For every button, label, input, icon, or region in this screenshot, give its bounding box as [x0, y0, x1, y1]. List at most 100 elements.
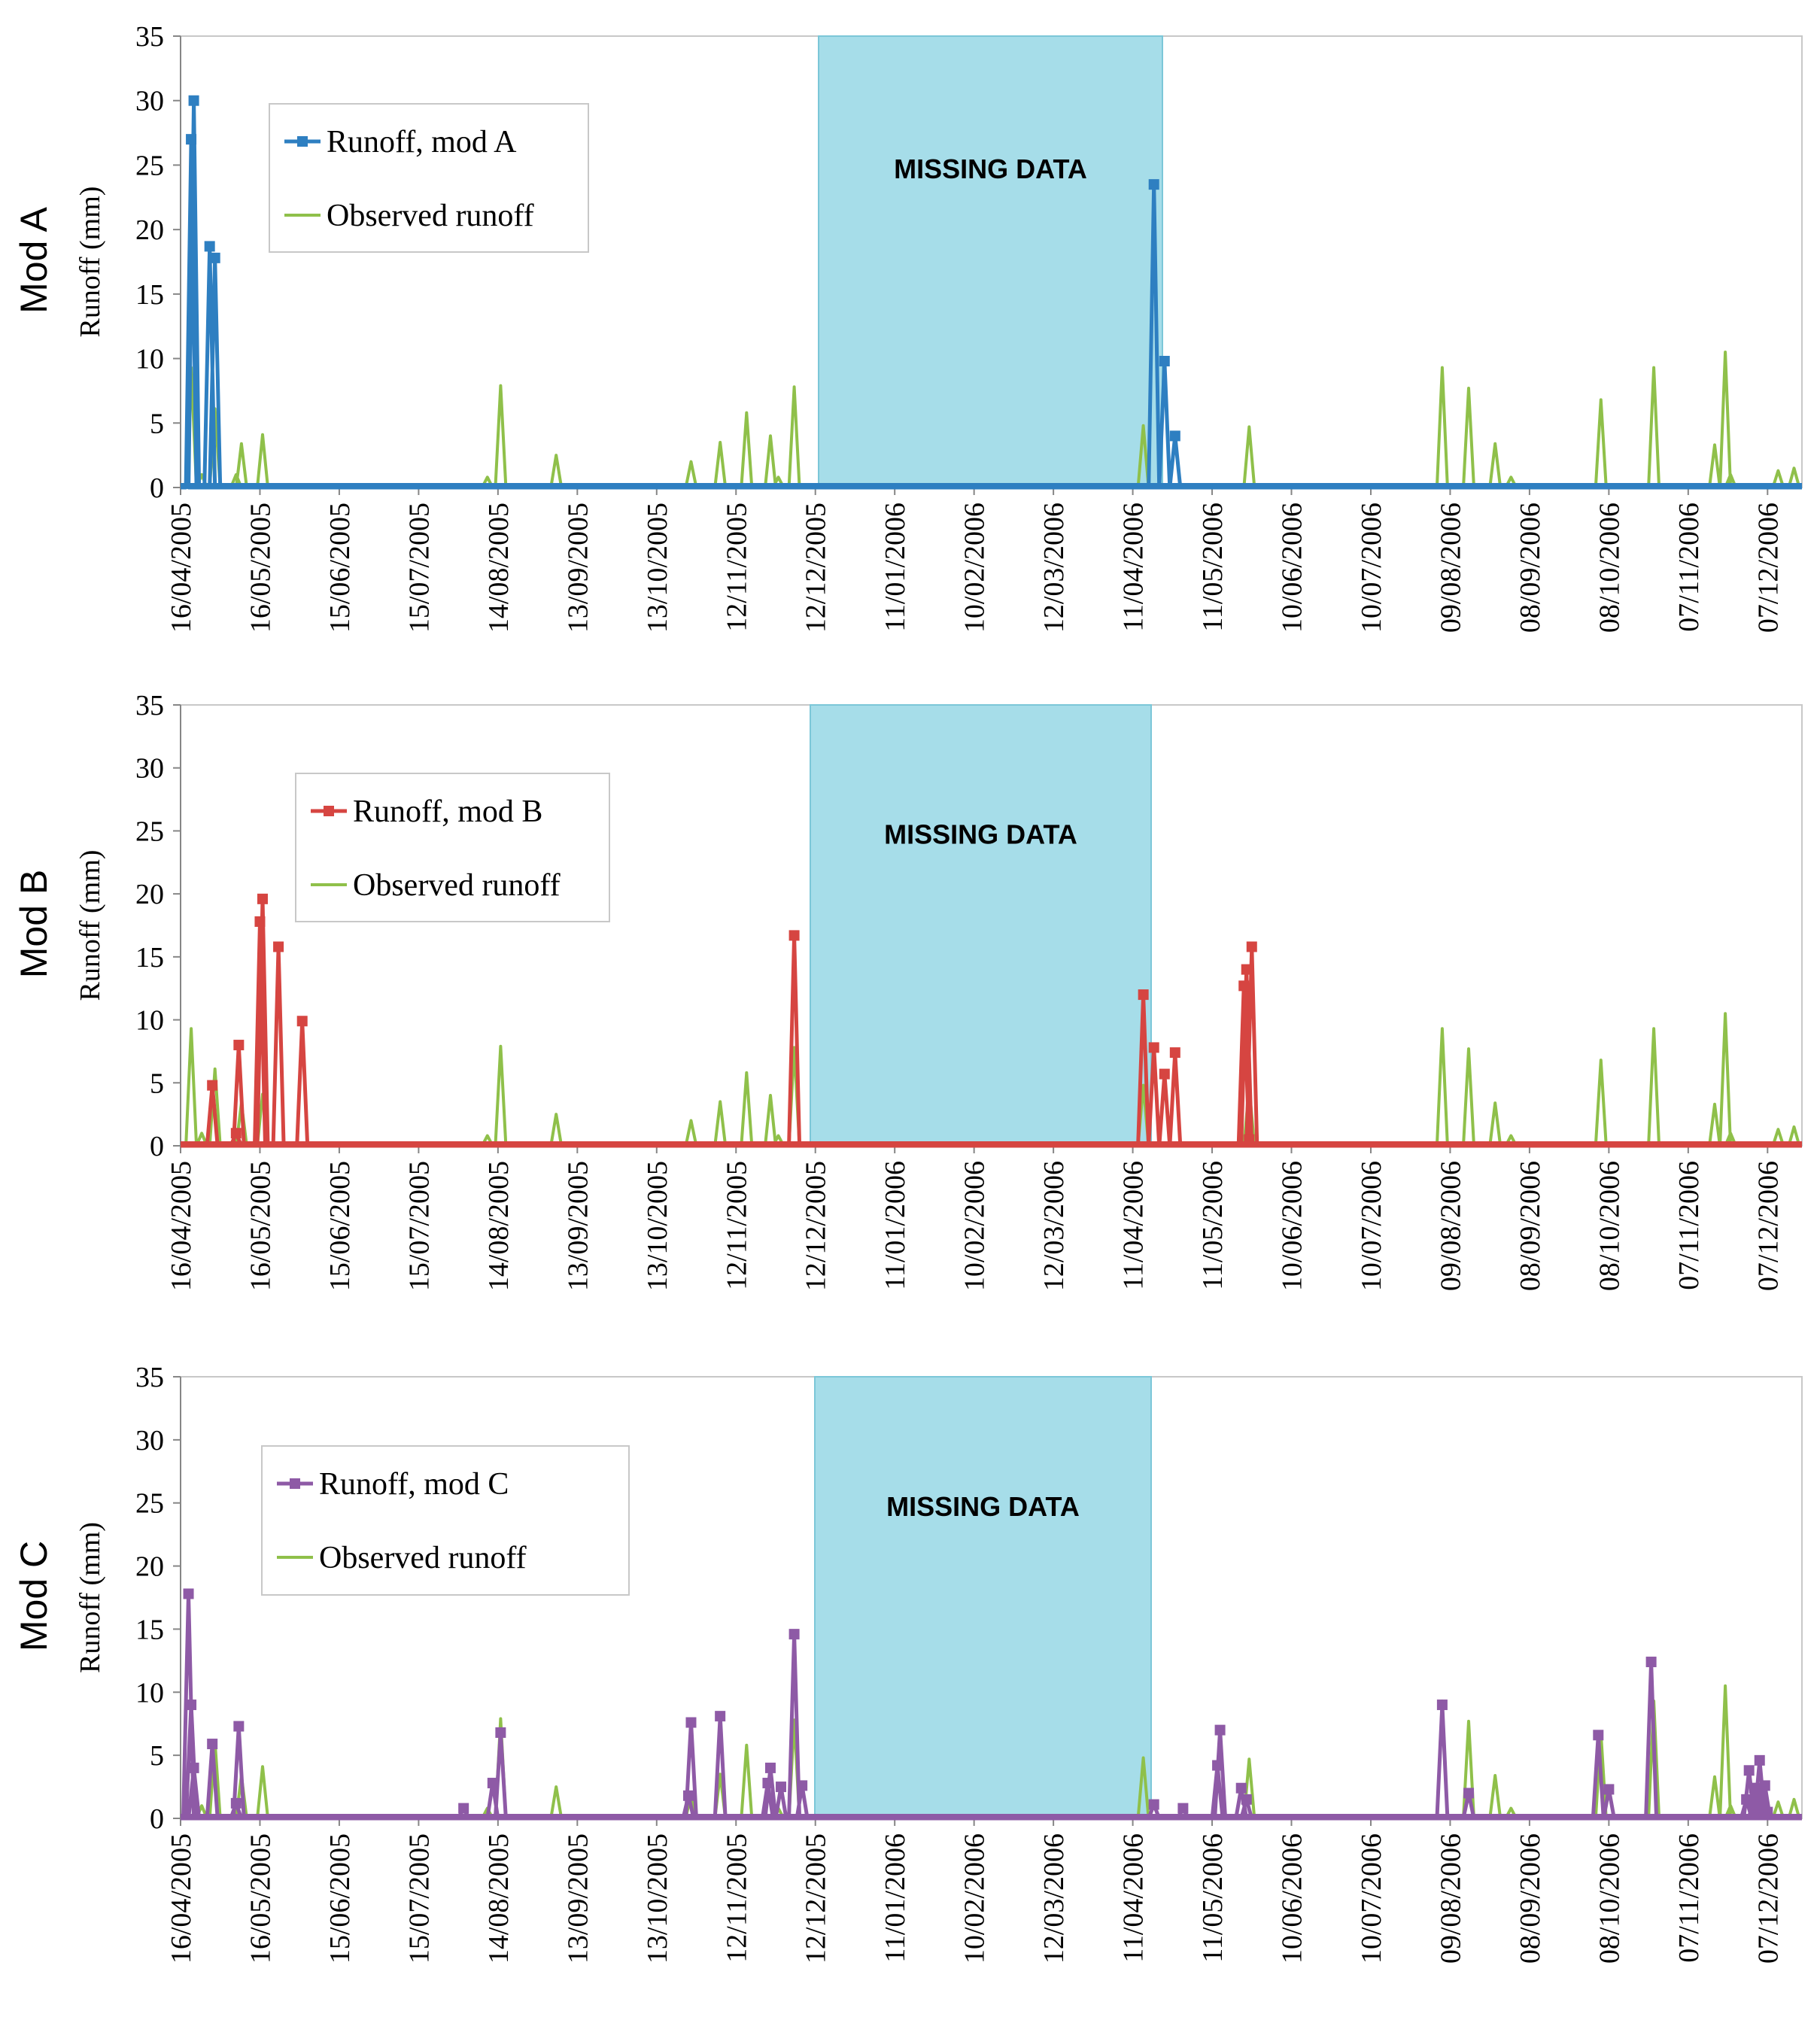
legend-label-model: Runoff, mod A: [327, 125, 517, 159]
data-point: [1212, 1760, 1223, 1771]
x-tick-label: 10/06/2006: [1277, 1833, 1308, 1964]
data-point: [204, 241, 215, 252]
x-tick-label: 10/02/2006: [959, 503, 991, 633]
x-tick-label: 16/04/2005: [166, 1161, 197, 1291]
x-tick-label: 14/08/2005: [483, 1161, 515, 1291]
y-tick-label: 0: [150, 1131, 164, 1162]
x-tick-label: 11/05/2006: [1197, 503, 1229, 632]
legend-marker-model: [290, 1478, 300, 1489]
data-point: [1214, 1724, 1226, 1736]
y-tick-label: 30: [135, 753, 164, 785]
data-point: [1169, 1047, 1180, 1059]
missing-data-label: MISSING DATA: [884, 819, 1077, 850]
legend-marker-model: [324, 806, 334, 816]
panel-label: Mod B: [13, 870, 55, 979]
data-point: [1148, 179, 1159, 190]
missing-data-region: [814, 1376, 1152, 1819]
x-tick-label: 08/09/2006: [1515, 1161, 1546, 1291]
data-point: [254, 916, 266, 927]
x-tick-label: 10/02/2006: [959, 1833, 991, 1964]
x-tick-label: 12/12/2005: [801, 1833, 832, 1964]
data-point: [233, 1040, 245, 1051]
y-tick-label: 10: [135, 1005, 164, 1037]
data-point: [1645, 1657, 1657, 1668]
x-tick-label: 12/03/2006: [1038, 503, 1070, 633]
x-tick-label: 11/01/2006: [880, 503, 911, 632]
x-tick-label: 15/07/2005: [403, 1161, 435, 1291]
x-tick-label: 09/08/2006: [1435, 1833, 1466, 1964]
chart-panel-2: 0 5 10 15 20 25 30 35 MISSING DATA 16/04/2005 16/0…: [13, 690, 1803, 1291]
data-point: [1148, 1799, 1159, 1810]
y-tick-label: 0: [150, 472, 164, 504]
y-tick-label: 15: [135, 279, 164, 311]
x-tick-label: 15/06/2005: [324, 1161, 356, 1291]
x-tick-label: 12/12/2005: [801, 1161, 832, 1291]
data-point: [1138, 989, 1149, 1001]
data-point: [797, 1780, 808, 1791]
y-tick-label: 10: [135, 1677, 164, 1709]
data-point: [233, 1721, 245, 1732]
data-point: [257, 893, 268, 904]
data-point: [1463, 1788, 1475, 1799]
missing-data-label: MISSING DATA: [894, 153, 1087, 184]
legend-label-observed: Observed runoff: [327, 199, 534, 233]
series-line-model: [181, 897, 1802, 1148]
data-point: [458, 1803, 469, 1814]
series-line-model: [181, 99, 1802, 490]
y-tick-label: 30: [135, 1425, 164, 1457]
y-tick-label: 15: [135, 1614, 164, 1645]
x-tick-label: 13/09/2005: [562, 1161, 594, 1291]
legend-box: [269, 103, 589, 253]
data-point: [715, 1711, 726, 1722]
x-tick-label: 08/09/2006: [1515, 503, 1546, 633]
data-point: [776, 1782, 787, 1793]
data-point: [487, 1778, 498, 1789]
x-tick-label: 12/11/2005: [721, 1833, 752, 1963]
x-tick-label: 07/12/2006: [1752, 503, 1784, 633]
x-tick-label: 07/11/2006: [1673, 1161, 1705, 1290]
data-point: [186, 134, 197, 145]
missing-data-region: [810, 704, 1152, 1147]
data-point: [495, 1727, 506, 1738]
x-tick-label: 14/08/2005: [483, 503, 515, 633]
y-tick-label: 5: [150, 1740, 164, 1772]
data-point: [207, 1080, 218, 1091]
y-tick-label: 35: [135, 690, 164, 721]
x-tick-label: 08/10/2006: [1594, 503, 1625, 633]
x-tick-label: 08/10/2006: [1594, 1833, 1625, 1964]
legend-marker-model: [297, 136, 308, 147]
x-tick-label: 11/04/2006: [1118, 1161, 1150, 1290]
y-tick-label: 5: [150, 408, 164, 439]
data-point: [1241, 1794, 1252, 1805]
data-point: [230, 1797, 242, 1809]
y-tick-label: 0: [150, 1803, 164, 1835]
legend-box: [261, 1445, 630, 1596]
x-tick-label: 12/11/2005: [721, 503, 752, 632]
x-tick-label: 15/06/2005: [324, 503, 356, 633]
data-point: [1235, 1782, 1247, 1794]
x-tick-label: 12/03/2006: [1038, 1161, 1070, 1291]
x-tick-label: 13/09/2005: [562, 503, 594, 633]
x-tick-label: 11/04/2006: [1118, 503, 1150, 632]
x-tick-label: 07/12/2006: [1752, 1161, 1784, 1291]
x-tick-label: 16/05/2005: [245, 503, 276, 633]
legend-box: [295, 773, 610, 922]
x-tick-label: 11/01/2006: [880, 1833, 911, 1963]
data-point: [230, 1128, 242, 1139]
x-tick-label: 07/11/2006: [1673, 1833, 1705, 1963]
data-point: [188, 95, 199, 106]
missing-data-region: [818, 35, 1163, 488]
y-tick-label: 30: [135, 86, 164, 117]
x-tick-label: 09/08/2006: [1435, 503, 1466, 633]
x-tick-label: 07/12/2006: [1752, 1833, 1784, 1964]
legend-label-model: Runoff, mod B: [353, 794, 542, 829]
y-tick-label: 25: [135, 1488, 164, 1520]
data-point: [764, 1762, 776, 1773]
data-point: [1177, 1803, 1189, 1814]
y-tick-label: 5: [150, 1068, 164, 1099]
legend-label-observed: Observed runoff: [353, 868, 561, 903]
x-tick-label: 15/06/2005: [324, 1833, 356, 1964]
x-tick-label: 11/05/2006: [1197, 1161, 1229, 1290]
y-tick-label: 20: [135, 214, 164, 246]
